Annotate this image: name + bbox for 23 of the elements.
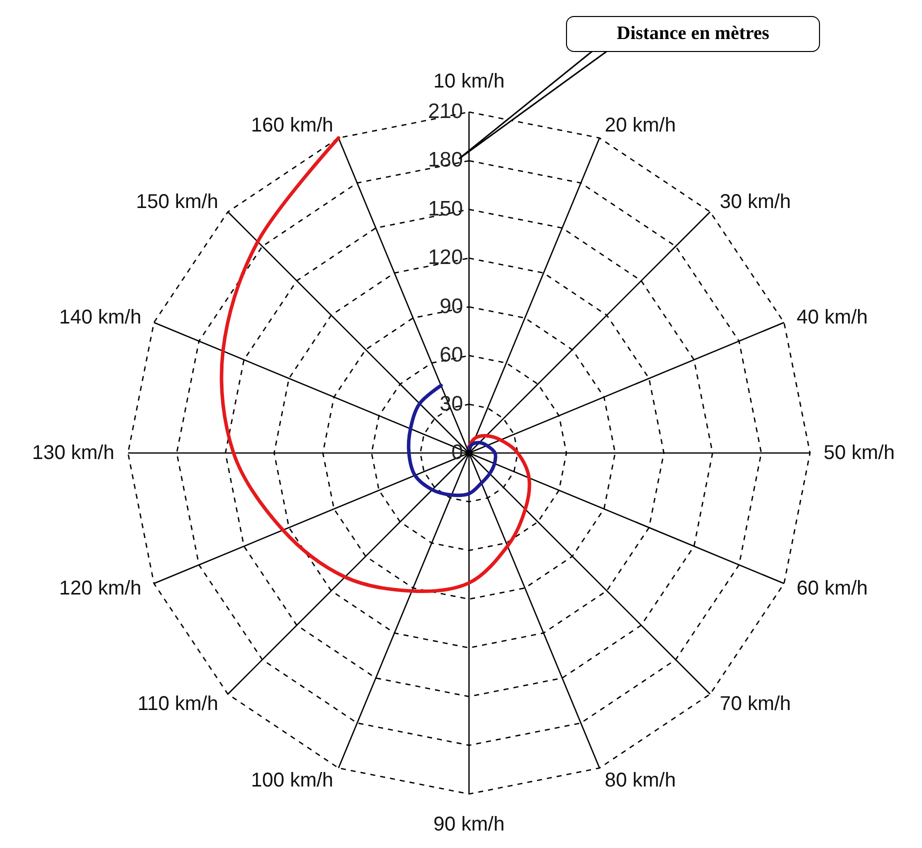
y-tick-label: 150 — [428, 197, 463, 220]
spoke-label: 120 km/h — [59, 578, 142, 600]
spoke-label: 60 km/h — [796, 578, 868, 600]
spoke-label: 150 km/h — [136, 191, 218, 214]
spoke-label: 40 km/h — [796, 306, 868, 328]
spoke-label: 160 km/h — [251, 114, 334, 136]
text: Distance en mètres — [566, 16, 820, 52]
y-tick-label: 180 — [428, 148, 463, 172]
spoke-label: 100 km/h — [251, 770, 334, 792]
spoke-label: 140 km/h — [59, 306, 142, 328]
spoke-label: 10 km/h — [433, 70, 505, 92]
y-tick-label: 210 — [428, 100, 463, 123]
spoke-label: 70 km/h — [720, 692, 791, 715]
spoke-label: 20 km/h — [604, 114, 676, 136]
spoke-label: 90 km/h — [433, 814, 505, 836]
y-tick-label: 120 — [428, 246, 463, 270]
spoke-label: 130 km/h — [32, 442, 114, 464]
spoke-label: 50 km/h — [824, 442, 895, 464]
spoke-label: 110 km/h — [137, 692, 218, 715]
y-tick-label: 60 — [440, 344, 463, 367]
spoke-label: 80 km/h — [604, 770, 676, 792]
y-tick-label: 90 — [440, 294, 463, 318]
spoke-label: 30 km/h — [720, 191, 791, 214]
